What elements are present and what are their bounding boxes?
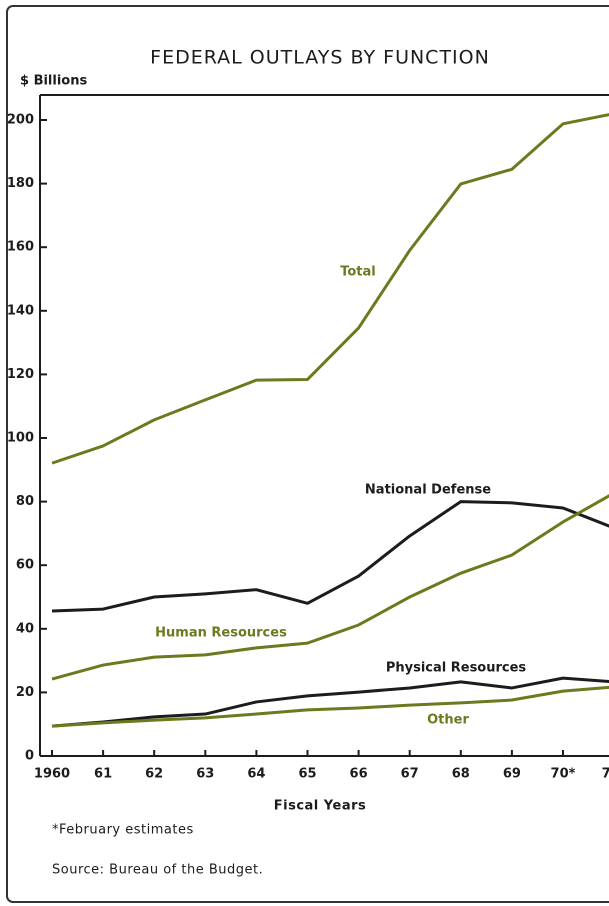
y-tick-label: 40 — [16, 621, 34, 636]
series-label: Physical Resources — [386, 661, 527, 676]
x-tick-label: 67 — [401, 767, 419, 782]
chart-title: FEDERAL OUTLAYS BY FUNCTION — [150, 47, 490, 69]
y-tick-label: 160 — [7, 240, 34, 255]
y-tick-label: 60 — [16, 558, 34, 573]
note: *February estimates — [52, 823, 194, 838]
y-tick-label: 120 — [7, 367, 34, 382]
y-tick-label: 20 — [16, 685, 34, 700]
x-tick-label: 71* — [602, 767, 609, 782]
y-axis-label: $ Billions — [20, 74, 87, 89]
y-tick-label: 180 — [7, 176, 34, 191]
series-label: National Defense — [365, 483, 491, 498]
y-tick-label: 80 — [16, 494, 34, 509]
series-label: Human Resources — [155, 626, 287, 641]
series-label: Total — [340, 265, 376, 280]
x-tick-label: 64 — [247, 767, 265, 782]
series-label: Other — [427, 713, 469, 728]
x-tick-label: 65 — [298, 767, 316, 782]
x-tick-label: 69 — [503, 767, 521, 782]
x-tick-label: 61 — [94, 767, 112, 782]
y-tick-label: 100 — [7, 431, 34, 446]
x-tick-label: 62 — [145, 767, 163, 782]
series-line — [51, 500, 609, 613]
series-line — [51, 676, 609, 728]
x-axis-label: Fiscal Years — [274, 799, 367, 814]
x-tick-label: 63 — [196, 767, 214, 782]
frame — [6, 5, 609, 903]
series-line — [51, 113, 609, 465]
y-tick-label: 200 — [7, 113, 34, 128]
x-tick-label: 68 — [452, 767, 470, 782]
series-line — [51, 494, 609, 681]
x-tick-label: 70* — [551, 767, 576, 782]
source: Source: Bureau of the Budget. — [52, 863, 263, 878]
y-tick-label: 140 — [7, 303, 34, 318]
x-tick-label: 66 — [350, 767, 368, 782]
series-line — [51, 685, 609, 728]
y-tick-label: 0 — [25, 749, 34, 764]
x-tick-label: 1960 — [34, 767, 70, 782]
